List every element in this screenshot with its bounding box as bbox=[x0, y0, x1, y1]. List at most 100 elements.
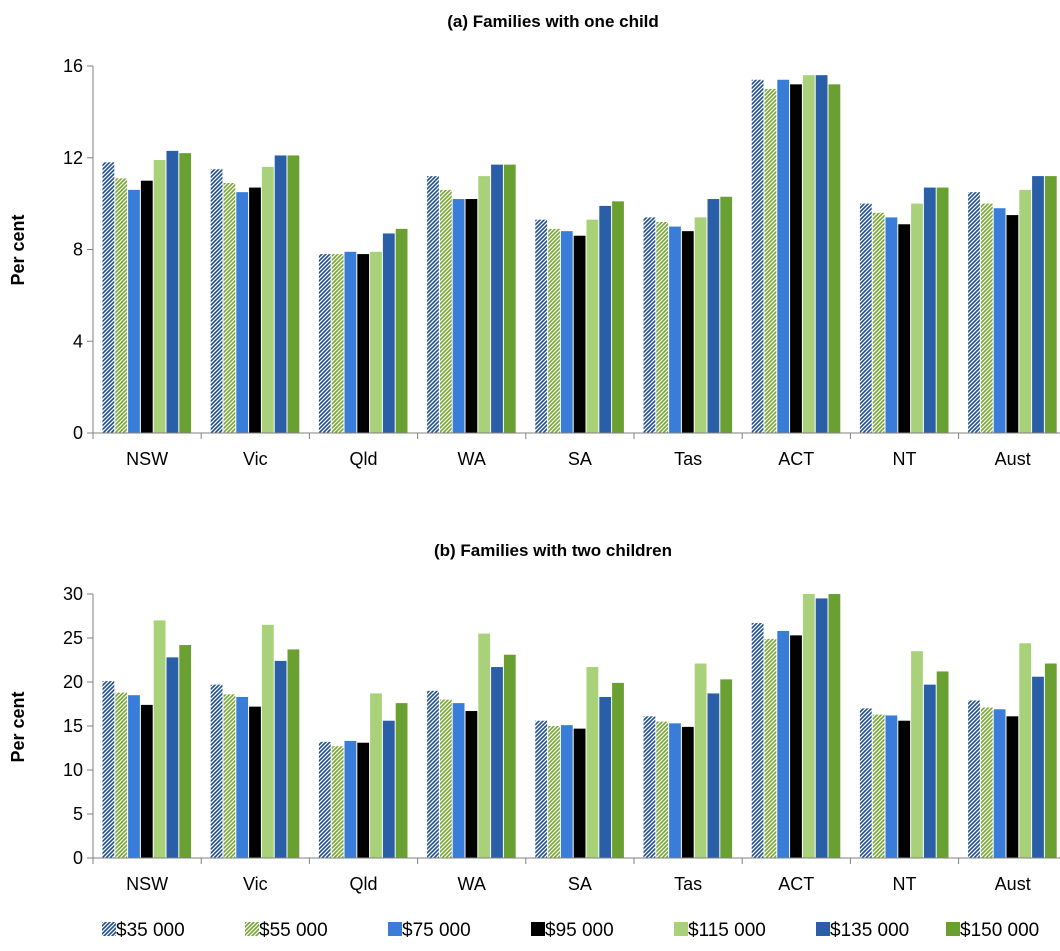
x-ticks-two-children: NSW Vic Qld WA SA Tas ACT NT Aust bbox=[92, 858, 1031, 894]
bar-one-child-qld-95k bbox=[357, 254, 370, 433]
legend-label-135k: $135 000 bbox=[830, 920, 909, 941]
bar-one-child-nt-135k bbox=[923, 187, 936, 433]
x-tick-label-nt: NT bbox=[893, 874, 917, 894]
bar-one-child-sa-115k bbox=[586, 219, 599, 433]
bar-one-child-nt-150k bbox=[936, 187, 949, 433]
bar-two-children-wa-135k bbox=[491, 667, 503, 858]
legend-label-150k: $150 000 bbox=[960, 920, 1039, 941]
bar-one-child-nsw-115k bbox=[153, 160, 166, 433]
y-tick-label: 0 bbox=[73, 848, 83, 868]
bar-two-children-nsw-75k bbox=[128, 695, 140, 858]
x-ticks-one-child: NSW Vic Qld WA SA Tas ACT NT Aust bbox=[92, 433, 1031, 469]
y-tick-label: 20 bbox=[63, 672, 83, 692]
y-ticks-one-child: 0 4 8 12 16 bbox=[63, 56, 93, 443]
x-tick-label-aust: Aust bbox=[995, 874, 1031, 894]
y-tick-label: 25 bbox=[63, 628, 83, 648]
bar-two-children-nsw-35k bbox=[102, 681, 115, 858]
bar-two-children-tas-95k bbox=[681, 726, 694, 858]
bar-one-child-aust-35k bbox=[968, 192, 980, 433]
bar-two-children-sa-95k bbox=[573, 728, 586, 858]
bar-one-child-tas-75k bbox=[669, 226, 681, 433]
legend-item-135k: $135 000 bbox=[816, 920, 909, 941]
bar-one-child-nt-35k bbox=[859, 203, 872, 433]
legend-swatch-95k bbox=[531, 922, 545, 936]
bar-two-children-sa-55k bbox=[548, 726, 560, 858]
bar-two-children-nsw-150k bbox=[179, 645, 192, 858]
bar-one-child-qld-135k bbox=[382, 233, 395, 433]
bar-two-children-act-55k bbox=[764, 638, 777, 858]
y-ticks-two-children: 0 5 10 15 20 25 30 bbox=[63, 584, 93, 868]
bar-two-children-nsw-135k bbox=[166, 657, 179, 858]
bar-one-child-vic-150k bbox=[287, 155, 300, 434]
bar-one-child-nt-95k bbox=[898, 224, 911, 433]
bar-one-child-wa-35k bbox=[427, 176, 439, 433]
bar-one-child-tas-95k bbox=[681, 231, 694, 433]
bar-one-child-act-95k bbox=[790, 84, 802, 433]
bar-one-child-nt-75k bbox=[885, 217, 898, 433]
x-tick-label-vic: Vic bbox=[243, 874, 268, 894]
legend-swatch-135k bbox=[816, 922, 830, 936]
bar-one-child-nsw-75k bbox=[128, 189, 140, 433]
bar-two-children-tas-135k bbox=[707, 693, 720, 858]
x-tick-label-sa: SA bbox=[568, 874, 592, 894]
bar-two-children-sa-35k bbox=[535, 720, 548, 858]
x-tick-label-sa: SA bbox=[568, 449, 592, 469]
bar-two-children-vic-75k bbox=[236, 696, 249, 858]
y-tick-label: 15 bbox=[63, 716, 83, 736]
bar-two-children-wa-75k bbox=[452, 703, 465, 858]
bar-one-child-qld-35k bbox=[318, 254, 331, 433]
bar-one-child-act-55k bbox=[764, 88, 777, 433]
x-tick-label-aust: Aust bbox=[995, 449, 1031, 469]
legend: $35 000 $55 000 $75 000 $95 000 $115 000… bbox=[102, 920, 1039, 941]
bar-one-child-act-35k bbox=[751, 79, 764, 433]
bar-one-child-nsw-135k bbox=[166, 150, 179, 433]
bar-two-children-vic-55k bbox=[223, 694, 236, 858]
x-tick-label-act: ACT bbox=[778, 874, 814, 894]
bar-one-child-wa-115k bbox=[478, 176, 491, 433]
bar-two-children-wa-115k bbox=[478, 633, 491, 858]
bar-two-children-tas-150k bbox=[720, 679, 733, 858]
bar-one-child-vic-55k bbox=[223, 182, 236, 433]
bar-two-children-qld-150k bbox=[395, 703, 408, 858]
x-tick-label-wa: WA bbox=[458, 874, 486, 894]
legend-item-95k: $95 000 bbox=[531, 920, 614, 941]
bar-one-child-act-115k bbox=[802, 75, 815, 434]
y-tick-label: 5 bbox=[73, 804, 83, 824]
y-tick-label: 12 bbox=[63, 148, 83, 168]
bar-two-children-act-35k bbox=[751, 623, 764, 858]
bar-two-children-tas-35k bbox=[643, 716, 656, 858]
x-tick-label-nsw: NSW bbox=[126, 874, 168, 894]
legend-label-55k: $55 000 bbox=[259, 920, 328, 941]
bar-one-child-nsw-150k bbox=[179, 153, 192, 433]
bar-two-children-nt-95k bbox=[898, 720, 911, 858]
bar-one-child-tas-35k bbox=[643, 217, 656, 433]
bar-two-children-act-115k bbox=[802, 594, 815, 858]
bar-two-children-vic-150k bbox=[287, 649, 300, 858]
y-tick-label: 30 bbox=[63, 584, 83, 604]
legend-item-55k: $55 000 bbox=[245, 920, 328, 941]
x-tick-label-qld: Qld bbox=[349, 874, 377, 894]
bar-one-child-aust-55k bbox=[980, 203, 993, 433]
legend-label-95k: $95 000 bbox=[545, 920, 614, 941]
bar-one-child-aust-115k bbox=[1019, 189, 1032, 433]
x-tick-label-wa: WA bbox=[458, 449, 486, 469]
bar-one-child-sa-35k bbox=[535, 219, 548, 433]
bar-two-children-wa-55k bbox=[439, 699, 452, 858]
bar-two-children-tas-55k bbox=[656, 721, 669, 858]
bar-one-child-aust-135k bbox=[1032, 176, 1044, 433]
bar-two-children-aust-135k bbox=[1032, 676, 1044, 858]
bar-two-children-tas-115k bbox=[694, 663, 707, 858]
bar-one-child-tas-150k bbox=[720, 196, 733, 433]
bar-one-child-wa-150k bbox=[503, 164, 516, 433]
legend-label-75k: $75 000 bbox=[402, 920, 471, 941]
bar-two-children-aust-55k bbox=[980, 707, 993, 858]
bar-one-child-vic-135k bbox=[274, 155, 287, 434]
bar-two-children-vic-95k bbox=[249, 706, 261, 858]
bar-two-children-qld-95k bbox=[357, 742, 370, 858]
bar-two-children-wa-35k bbox=[427, 690, 439, 858]
legend-item-35k: $35 000 bbox=[102, 920, 185, 941]
bar-two-children-qld-55k bbox=[331, 746, 344, 858]
legend-swatch-55k bbox=[245, 922, 259, 936]
bar-two-children-nt-150k bbox=[936, 671, 949, 858]
